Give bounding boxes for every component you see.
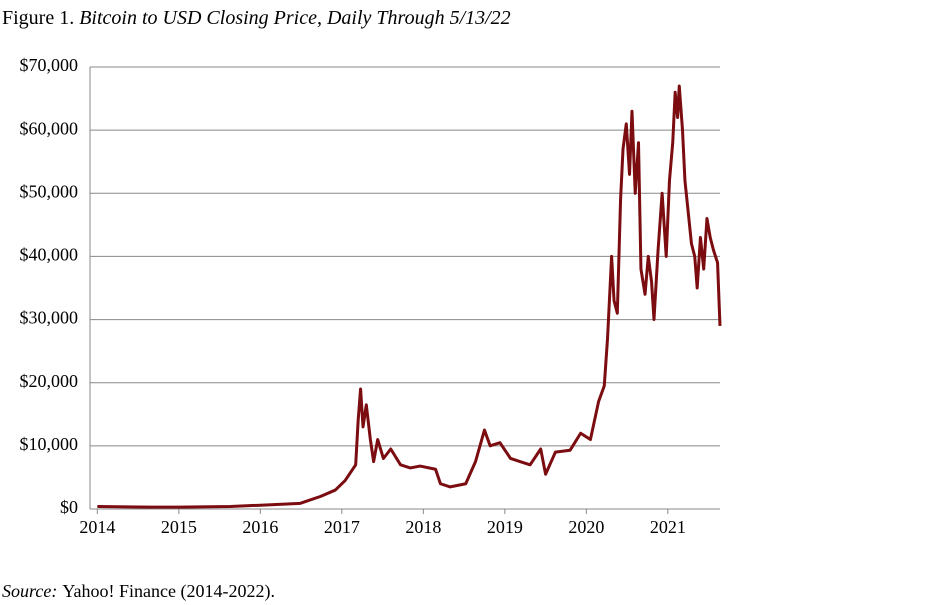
source-label: Source: bbox=[2, 581, 57, 601]
x-tick-label: 2020 bbox=[568, 517, 604, 537]
source-note: Source: Yahoo! Finance (2014-2022). bbox=[2, 581, 275, 602]
x-tick-label: 2015 bbox=[161, 517, 197, 537]
y-tick-label: $20,000 bbox=[20, 371, 79, 391]
y-tick-label: $0 bbox=[60, 497, 78, 517]
x-tick-label: 2018 bbox=[405, 517, 441, 537]
y-tick-label: $30,000 bbox=[20, 308, 79, 328]
x-tick-label: 2017 bbox=[324, 517, 360, 537]
y-tick-label: $60,000 bbox=[20, 118, 79, 138]
source: Yahoo! Finance (2014-2022). bbox=[62, 581, 275, 602]
x-tick-label: 2021 bbox=[650, 517, 686, 537]
chart-title: Figure 1. Bitcoin to USD Closing Price, D… bbox=[2, 7, 511, 29]
y-tick-label: $40,000 bbox=[20, 245, 79, 265]
y-tick-label: $10,000 bbox=[20, 434, 79, 454]
figure-label: Figure 1. bbox=[2, 7, 74, 29]
y-tick-label: $70,000 bbox=[20, 55, 79, 75]
x-tick-label: 2016 bbox=[242, 517, 278, 537]
price-line bbox=[97, 84, 722, 509]
y-tick-label: $50,000 bbox=[20, 181, 79, 201]
x-tick-label: 2019 bbox=[487, 517, 523, 537]
title: Bitcoin to USD Closing Price, Daily Thro… bbox=[79, 7, 510, 29]
x-tick-label: 2014 bbox=[79, 517, 115, 537]
